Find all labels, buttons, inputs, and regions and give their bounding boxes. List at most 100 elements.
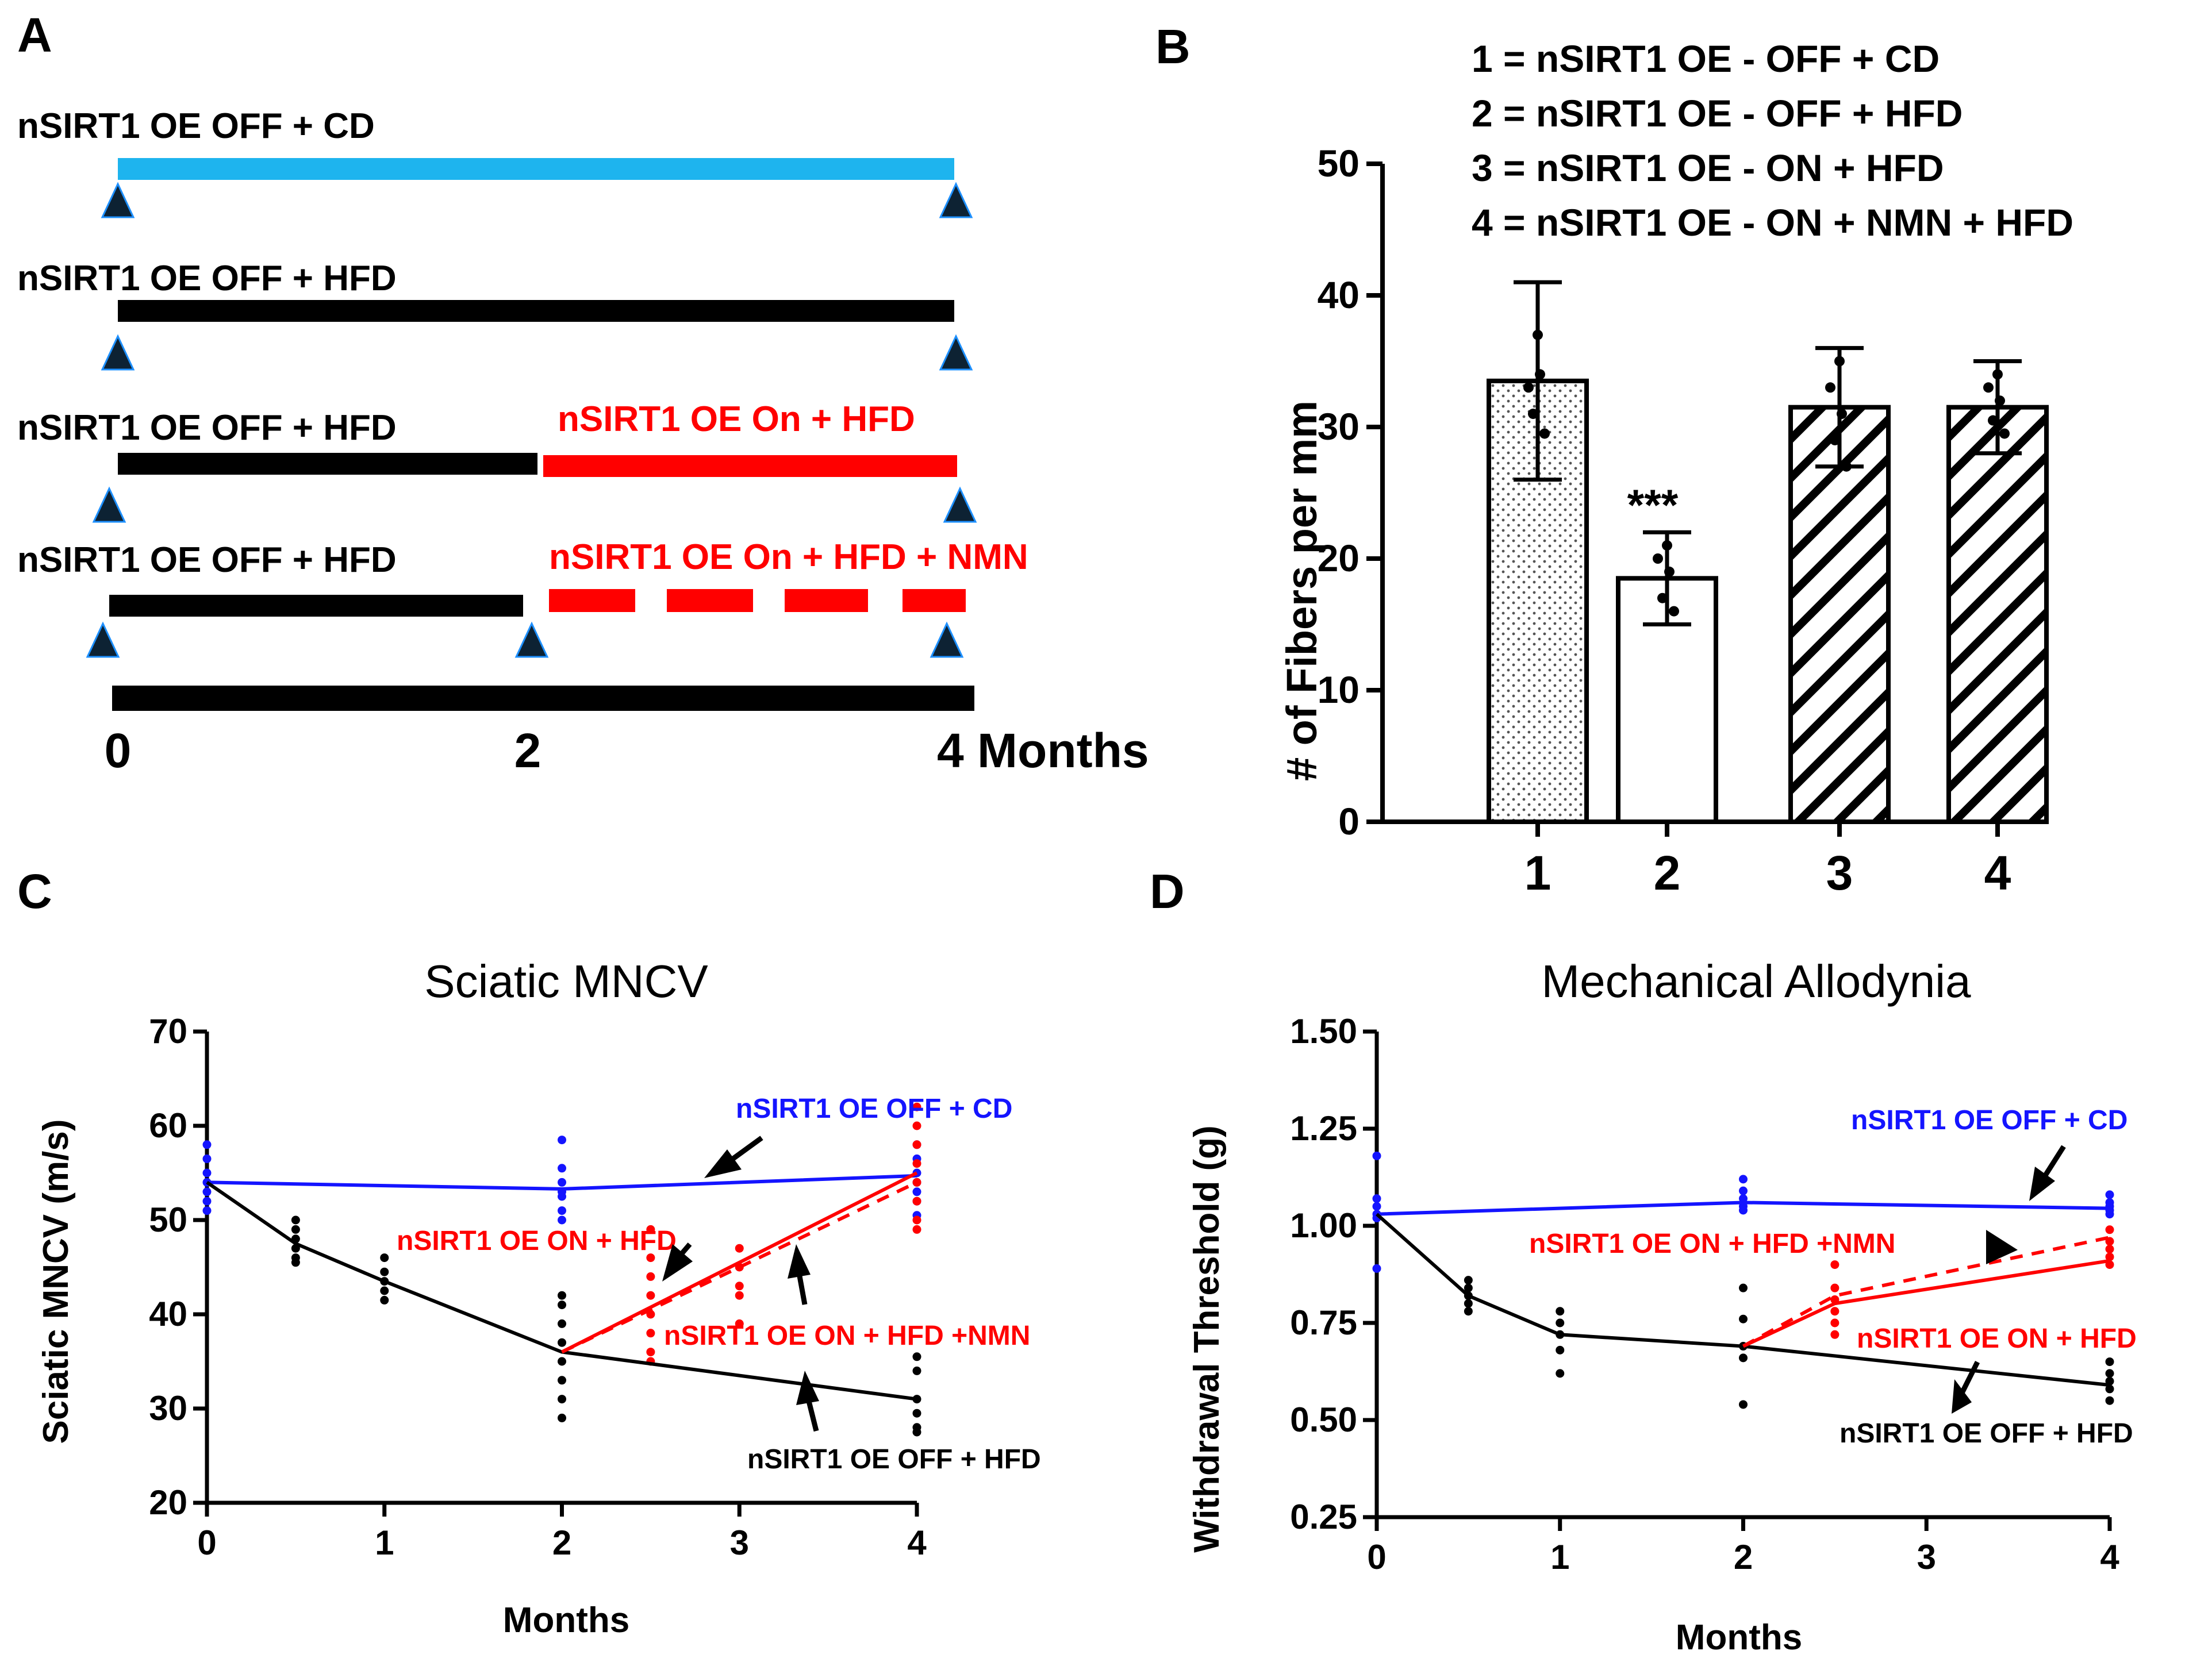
significance-marker: *** xyxy=(1627,481,1679,530)
data-point xyxy=(2105,1225,2114,1234)
timeline-row2-bar xyxy=(118,300,954,322)
y-tick-label: 30 xyxy=(149,1389,187,1428)
timeline-row4-phase2-label: nSIRT1 OE On + HFD + NMN xyxy=(549,537,1028,577)
data-point xyxy=(380,1286,389,1295)
x-tick-label: 2 xyxy=(1654,846,1681,900)
data-point xyxy=(1523,382,1534,393)
chart-c-ylabel: Sciatic MNCV (m/s) xyxy=(36,1119,76,1444)
data-point xyxy=(1830,434,1840,445)
data-point xyxy=(1830,1330,1840,1339)
annotation-on-hfd-nmn: nSIRT1 OE ON + HFD +NMN xyxy=(1529,1229,1895,1259)
data-point xyxy=(1830,1307,1840,1316)
data-point xyxy=(1372,1202,1381,1211)
y-tick-label: 50 xyxy=(149,1201,187,1239)
data-point xyxy=(1372,1151,1381,1160)
x-tick-label: 3 xyxy=(1917,1538,1936,1576)
data-point xyxy=(1739,1353,1748,1363)
panel-b: B 1 = nSIRT1 OE - OFF + CD 2 = nSIRT1 OE… xyxy=(1155,20,2073,900)
annotation-arrow-icon xyxy=(2041,1145,2066,1180)
timepoint-marker-icon xyxy=(939,334,973,371)
annotation-arrow-icon xyxy=(796,1272,808,1305)
data-point xyxy=(558,1215,566,1225)
data-point xyxy=(912,1215,921,1225)
y-tick-label: 1.50 xyxy=(1290,1012,1357,1051)
panel-letter-b: B xyxy=(1155,20,1191,74)
timepoint-marker-icon xyxy=(930,621,964,658)
data-point xyxy=(558,1357,566,1366)
panel-d: D Mechanical Allodynia 0.25 0.50 0.75 1.00 1… xyxy=(1150,864,2137,1657)
data-point xyxy=(291,1215,300,1225)
timeline-row3-bar-phase2 xyxy=(543,455,957,477)
data-point xyxy=(912,1409,921,1418)
series-line xyxy=(1742,1259,2110,1348)
annotation-on-hfd: nSIRT1 OE ON + HFD xyxy=(1857,1323,2137,1354)
line-chart-allodynia: 0.25 0.50 0.75 1.00 1.25 1.50 0 1 2 3 4 xyxy=(1290,1012,2119,1576)
data-point xyxy=(2105,1210,2114,1219)
annotation-on-hfd-nmn: nSIRT1 OE ON + HFD +NMN xyxy=(664,1321,1030,1351)
timeline-row3-bar-phase1 xyxy=(118,453,537,475)
data-point xyxy=(646,1253,655,1263)
data-point xyxy=(558,1291,566,1300)
data-point xyxy=(735,1244,744,1253)
y-tick-label: 0.50 xyxy=(1290,1400,1357,1439)
timeline-row4-label: nSIRT1 OE OFF + HFD xyxy=(17,540,397,580)
y-tick-label: 40 xyxy=(149,1295,187,1333)
x-tick-label: 2 xyxy=(1734,1538,1753,1576)
legend-item-2: 2 = nSIRT1 OE - OFF + HFD xyxy=(1472,92,1963,134)
data-point xyxy=(1556,1369,1565,1378)
data-point xyxy=(912,1159,921,1168)
series-line xyxy=(561,1180,918,1354)
data-point xyxy=(912,1352,921,1361)
data-point xyxy=(1664,566,1675,577)
y-tick-label: 0.75 xyxy=(1290,1303,1357,1342)
data-point xyxy=(912,1225,921,1234)
timeline-row4-bar-phase1 xyxy=(109,595,523,617)
y-tick-label: 20 xyxy=(149,1483,187,1522)
x-tick-label: 1 xyxy=(1550,1538,1569,1576)
data-point xyxy=(1669,606,1679,617)
data-point xyxy=(646,1272,655,1281)
data-point xyxy=(1739,1206,1748,1215)
y-tick-label: 30 xyxy=(1318,405,1360,448)
panel-letter-c: C xyxy=(17,864,52,918)
data-point xyxy=(646,1329,655,1338)
data-point xyxy=(558,1136,566,1145)
timepoint-marker-icon xyxy=(514,621,549,658)
timeline-row1-label: nSIRT1 OE OFF + CD xyxy=(17,106,375,146)
data-point xyxy=(202,1206,212,1215)
timeline-row4-dash xyxy=(785,589,868,612)
data-point xyxy=(558,1319,566,1328)
data-point xyxy=(1662,540,1672,551)
annotation-on-hfd: nSIRT1 OE ON + HFD xyxy=(397,1226,677,1256)
data-point xyxy=(558,1301,566,1310)
data-point xyxy=(646,1291,655,1300)
data-point xyxy=(1830,1318,1840,1328)
legend-item-4: 4 = nSIRT1 OE - ON + NMN + HFD xyxy=(1472,201,2073,244)
annotation-off-hfd: nSIRT1 OE OFF + HFD xyxy=(747,1444,1041,1475)
x-tick-label: 0 xyxy=(1367,1538,1386,1576)
legend-item-3: 3 = nSIRT1 OE - ON + HFD xyxy=(1472,147,1944,189)
y-tick-label: 0.25 xyxy=(1290,1498,1357,1536)
timepoint-marker-icon xyxy=(92,486,126,523)
y-tick-label: 1.00 xyxy=(1290,1206,1357,1245)
data-point xyxy=(912,1121,921,1130)
x-tick-label: 0 xyxy=(197,1523,216,1562)
data-point xyxy=(558,1178,566,1187)
data-point xyxy=(2105,1369,2114,1378)
arrowhead-icon xyxy=(1986,1230,2018,1264)
series-line xyxy=(1742,1236,2110,1348)
data-point xyxy=(1739,1283,1748,1292)
y-tick-label: 60 xyxy=(149,1106,187,1145)
line-chart-mncv: 20 30 40 50 60 70 0 1 2 3 4 xyxy=(149,1012,927,1562)
y-tick-label: 10 xyxy=(1318,668,1360,711)
data-point xyxy=(1372,1194,1381,1203)
data-point xyxy=(1533,329,1543,340)
timeline-row4-dash xyxy=(903,589,966,612)
data-point xyxy=(1657,592,1668,603)
data-point xyxy=(912,1428,921,1437)
data-point xyxy=(1653,553,1663,564)
data-point xyxy=(1995,395,2005,406)
arrowhead-icon xyxy=(796,1371,819,1405)
